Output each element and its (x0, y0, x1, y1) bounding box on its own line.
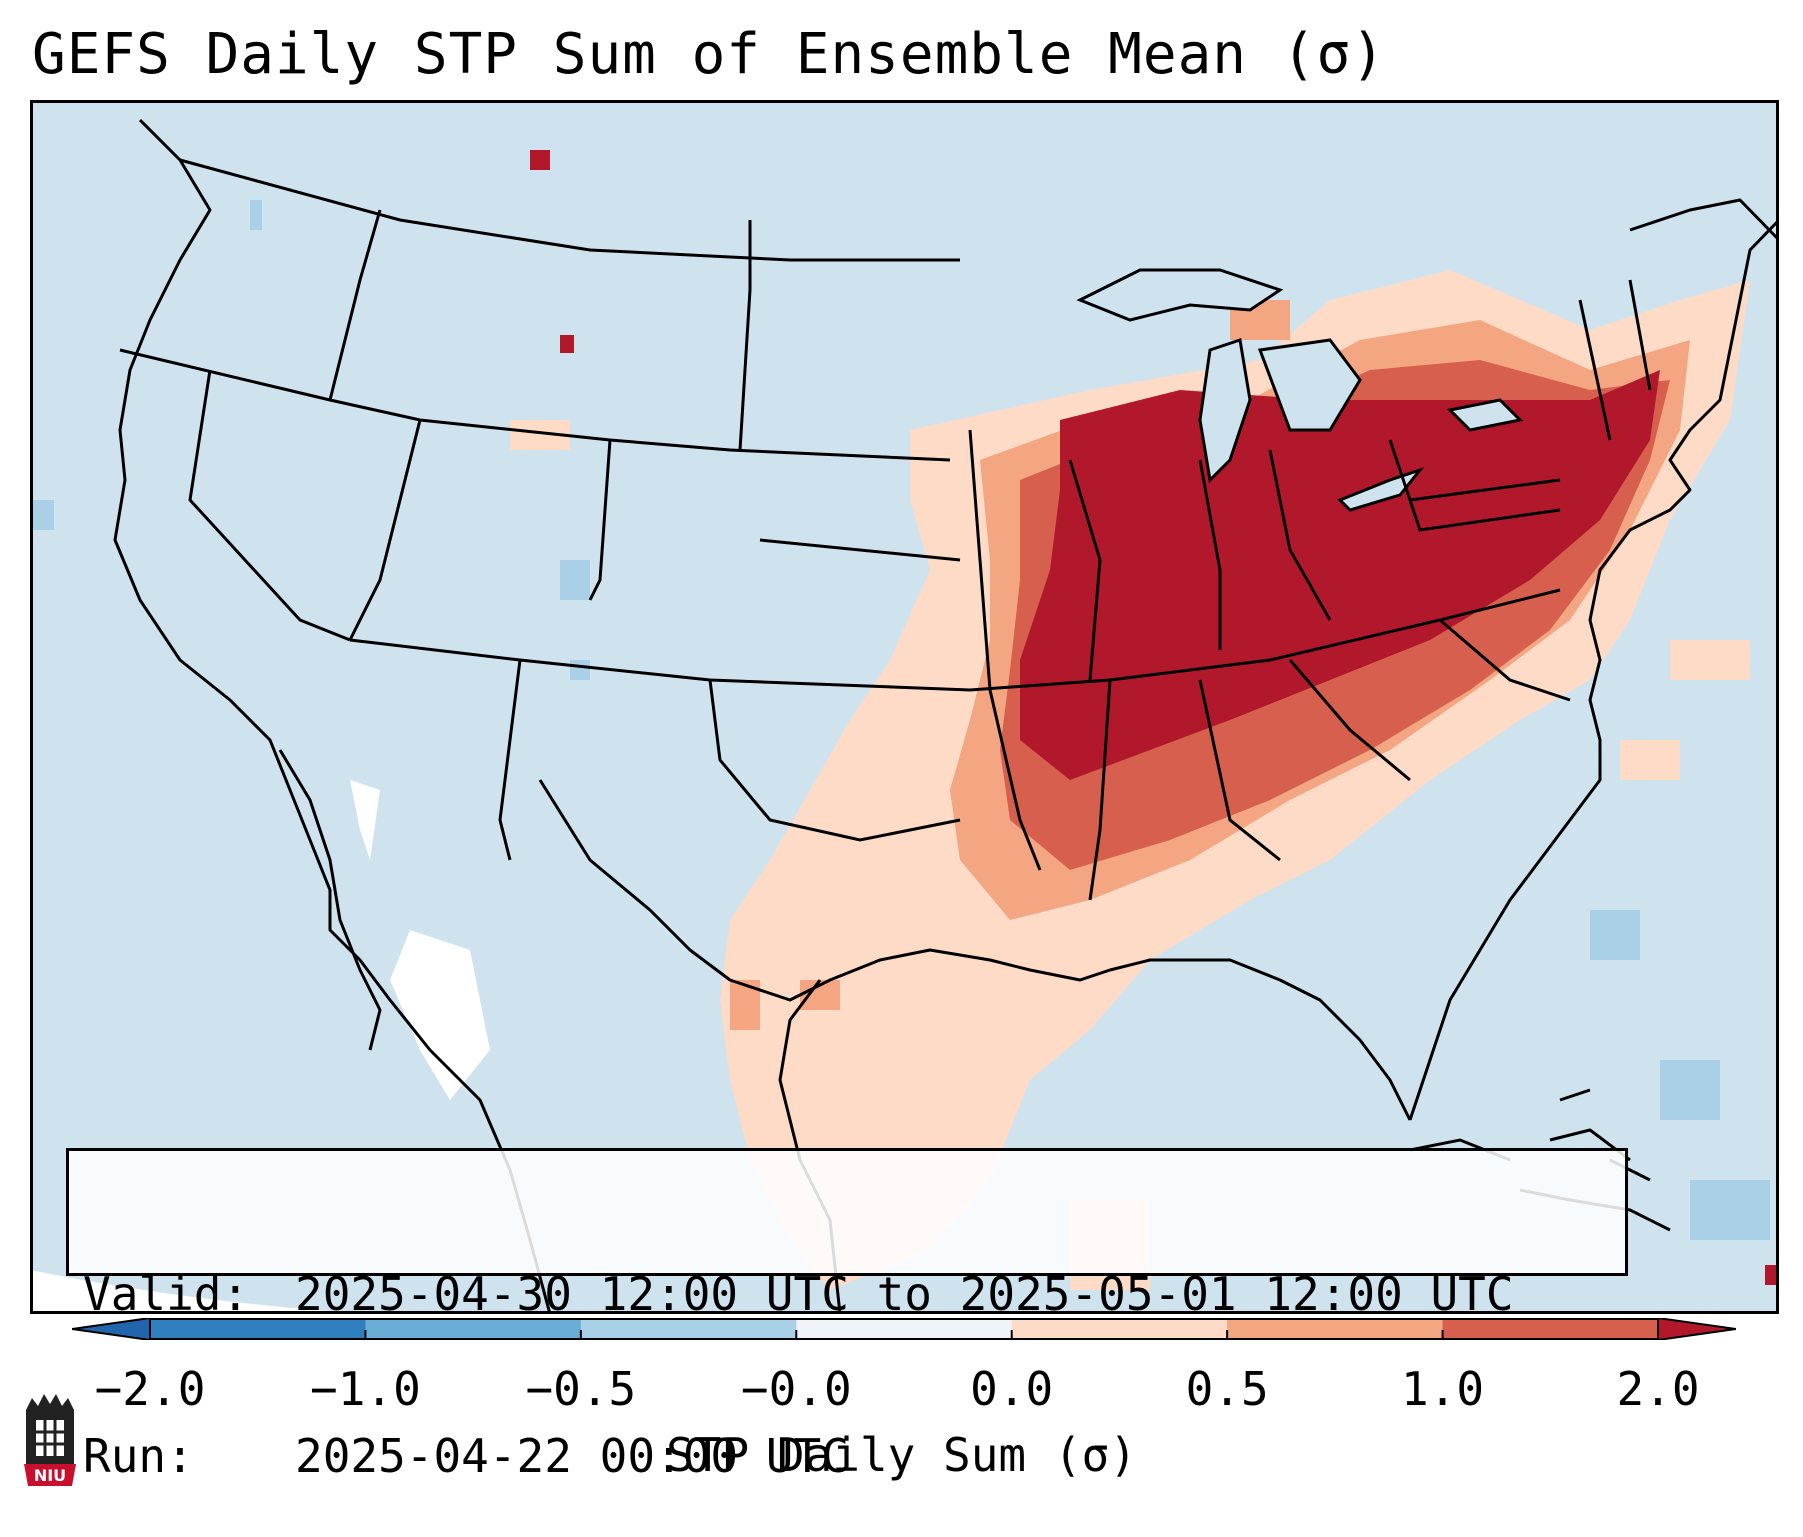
colorbar-tick-label: 1.0 (1401, 1362, 1485, 1416)
anomaly-extreme (530, 150, 1779, 1285)
colorbar-tick-label: 2.0 (1616, 1362, 1700, 1416)
colorbar-bin (150, 1319, 366, 1339)
colorbar-title: STP Daily Sum (σ) (666, 1428, 1137, 1482)
valid-run-info-box: Valid: 2025-04-30 12:00 UTC to 2025-05-01… (66, 1148, 1628, 1483)
colorbar-tick-label: 0.0 (970, 1362, 1054, 1416)
colorbar-bin (365, 1319, 582, 1339)
valid-value: 2025-04-30 12:00 UTC to 2025-05-01 12:00… (295, 1267, 1514, 1321)
map-svg (30, 100, 1779, 1314)
colorbar-tick-label: −0.0 (740, 1362, 852, 1416)
map-panel (30, 100, 1779, 1314)
colorbar-bin (1442, 1319, 1659, 1339)
colorbar-bin (1011, 1319, 1228, 1339)
colorbar (72, 1318, 1736, 1340)
valid-label: Valid: (83, 1267, 250, 1321)
colorbar-bin (796, 1319, 1013, 1339)
colorbar-tick-label: −1.0 (310, 1362, 421, 1416)
state-borders (119, 158, 1652, 901)
colorbar-bins (149, 1319, 1659, 1340)
colorbar-tick-label: 0.5 (1185, 1362, 1269, 1416)
valid-row: Valid: 2025-04-30 12:00 UTC to 2025-05-01… (83, 1267, 1611, 1321)
colorbar-extend-high (1657, 1318, 1736, 1340)
colorbar-tick-label: −0.5 (525, 1362, 637, 1416)
colorbar-tick-label: −2.0 (94, 1362, 206, 1416)
white-land-patches (350, 780, 490, 1100)
colorbar-bin (1227, 1319, 1444, 1339)
colorbar-extend-low (72, 1318, 151, 1340)
domain-edge (30, 1270, 630, 1314)
run-row: Run: 2025-04-22 00:00 UTC (83, 1429, 1611, 1483)
anomaly-negative (30, 200, 1770, 1240)
chart-title: GEFS Daily STP Sum of Ensemble Mean (σ) (32, 22, 1386, 87)
run-label: Run: (83, 1429, 194, 1483)
great-lakes (1076, 268, 1524, 512)
logo-text: NIU (34, 1466, 66, 1485)
colorbar-bin (580, 1319, 797, 1339)
run-value: 2025-04-22 00:00 UTC (295, 1429, 849, 1483)
niu-logo: NIU (24, 1394, 76, 1486)
